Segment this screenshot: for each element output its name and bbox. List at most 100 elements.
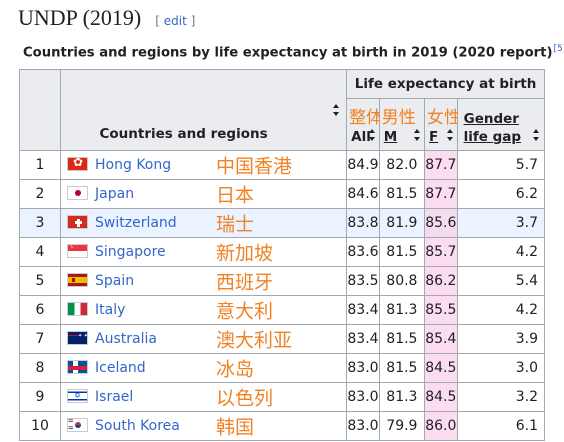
- countries-header[interactable]: Countries and regions: [60, 69, 348, 151]
- column-all-zh: 整体: [349, 108, 384, 128]
- value-male: 79.9: [378, 411, 426, 441]
- column-header-female[interactable]: 女性 F: [424, 98, 461, 151]
- value-male: 81.5: [378, 237, 426, 267]
- flag-icon[interactable]: [67, 331, 89, 345]
- flag-icon[interactable]: [67, 157, 89, 171]
- country-cell: Singapore 新加坡: [60, 237, 348, 267]
- country-name-zh: 以色列: [216, 387, 274, 410]
- country-cell: Switzerland 瑞士: [60, 208, 348, 238]
- country-link[interactable]: Iceland: [95, 360, 146, 376]
- value-gender-gap: 4.2: [456, 237, 546, 267]
- value-female: 84.5: [424, 382, 458, 412]
- country-cell: Italy 意大利: [60, 295, 348, 325]
- value-gender-gap: 5.4: [456, 266, 546, 296]
- sort-icon[interactable]: [368, 129, 376, 141]
- column-header-gender-gap[interactable]: Gender life gap: [456, 98, 546, 151]
- caption-text: Countries and regions by life expectancy…: [23, 45, 553, 61]
- value-male: 81.5: [378, 324, 426, 354]
- flag-icon[interactable]: [67, 273, 89, 287]
- sort-icon[interactable]: [446, 129, 454, 141]
- value-female: 85.7: [424, 237, 458, 267]
- country-link[interactable]: Spain: [95, 273, 135, 289]
- reference-link[interactable]: [5]: [553, 44, 564, 54]
- country-link[interactable]: Singapore: [95, 244, 166, 260]
- flag-icon[interactable]: [67, 244, 89, 258]
- column-male-en[interactable]: M: [383, 129, 398, 145]
- rank-cell: 3: [18, 208, 62, 238]
- sort-icon[interactable]: [533, 129, 540, 141]
- country-name-zh: 瑞士: [216, 213, 255, 236]
- value-male: 82.0: [378, 150, 426, 180]
- flag-icon[interactable]: [67, 360, 89, 374]
- country-link[interactable]: Italy: [95, 302, 126, 318]
- value-male: 81.3: [378, 382, 426, 412]
- flag-icon[interactable]: [67, 215, 89, 229]
- column-female-en[interactable]: F: [429, 129, 439, 145]
- rank-cell: 5: [18, 266, 62, 296]
- table-row: 5 Spain 西班牙 83.5 80.8 86.2 5.4: [18, 266, 546, 296]
- rank-cell: 10: [18, 411, 62, 441]
- value-gender-gap: 3.0: [456, 353, 546, 383]
- value-all: 83.8: [346, 208, 380, 238]
- country-name-zh: 新加坡: [216, 242, 274, 265]
- value-all: 83.4: [346, 295, 380, 325]
- value-gender-gap: 5.7: [456, 150, 546, 180]
- value-gender-gap: 4.2: [456, 295, 546, 325]
- life-expectancy-table: Countries and regions Life expectancy at…: [18, 69, 546, 441]
- value-female: 85.4: [424, 324, 458, 354]
- sort-icon[interactable]: [333, 104, 340, 116]
- country-link[interactable]: Switzerland: [95, 215, 177, 231]
- rank-header[interactable]: [18, 69, 62, 151]
- column-male-zh: 男性: [381, 108, 416, 128]
- flag-icon[interactable]: [67, 389, 89, 403]
- sort-icon[interactable]: [414, 129, 421, 141]
- table-row: 4 Singapore 新加坡 83.681.585.74.2: [18, 237, 546, 267]
- country-link[interactable]: Japan: [95, 186, 135, 202]
- value-all: 83.0: [346, 411, 380, 441]
- value-all: 83.4: [346, 324, 380, 354]
- country-link[interactable]: Israel: [95, 389, 134, 405]
- value-gender-gap: 3.9: [456, 324, 546, 354]
- rank-cell: 4: [18, 237, 62, 267]
- edit-section: [ edit ]: [155, 14, 196, 28]
- value-gender-gap: 3.2: [456, 382, 546, 412]
- country-cell: Australia 澳大利亚: [60, 324, 348, 354]
- value-female: 87.7: [424, 179, 458, 209]
- country-name-zh: 日本: [216, 184, 255, 207]
- gap-header-line2[interactable]: life gap: [463, 129, 522, 145]
- flag-icon[interactable]: [67, 186, 89, 200]
- value-all: 83.6: [346, 237, 380, 267]
- country-link[interactable]: South Korea: [95, 418, 180, 434]
- column-header-all[interactable]: 整体 All: [346, 98, 384, 151]
- gap-header-line1[interactable]: Gender: [463, 111, 519, 127]
- value-gender-gap: 3.7: [456, 208, 546, 238]
- country-cell: Hong Kong 中国香港: [60, 150, 348, 180]
- column-female-zh: 女性: [427, 108, 461, 128]
- rank-cell: 9: [18, 382, 62, 412]
- value-female: 87.7: [424, 150, 458, 180]
- value-all: 83.5: [346, 266, 380, 296]
- country-link[interactable]: Australia: [95, 331, 157, 347]
- country-name-zh: 韩国: [216, 416, 255, 439]
- value-all: 84.9: [346, 150, 380, 180]
- value-all: 84.6: [346, 179, 380, 209]
- edit-link[interactable]: edit: [163, 14, 187, 28]
- value-male: 81.5: [378, 179, 426, 209]
- value-all: 83.0: [346, 353, 380, 383]
- table-caption: Countries and regions by life expectancy…: [23, 44, 564, 60]
- table-row: 10 South Korea 韩国 83.079.986.06.1: [18, 411, 546, 441]
- country-name-zh: 冰岛: [216, 358, 255, 381]
- country-link[interactable]: Hong Kong: [95, 157, 172, 173]
- column-header-male[interactable]: 男性 M: [378, 98, 426, 151]
- section-heading: UNDP (2019) [ edit ]: [18, 4, 195, 32]
- flag-icon[interactable]: [67, 418, 89, 432]
- value-gender-gap: 6.1: [456, 411, 546, 441]
- country-name-zh: 澳大利亚: [216, 329, 293, 352]
- table-row: 2 Japan 日本 84.6 81.5 87.7 6.2: [18, 179, 546, 209]
- column-all-en: All: [351, 129, 371, 145]
- value-female: 86.0: [424, 411, 458, 441]
- table-row: 1 Hong Kong 中国香港 84.982.087.75.7: [18, 150, 546, 180]
- value-female: 84.5: [424, 353, 458, 383]
- flag-icon[interactable]: [67, 302, 89, 316]
- country-cell: Spain 西班牙: [60, 266, 348, 296]
